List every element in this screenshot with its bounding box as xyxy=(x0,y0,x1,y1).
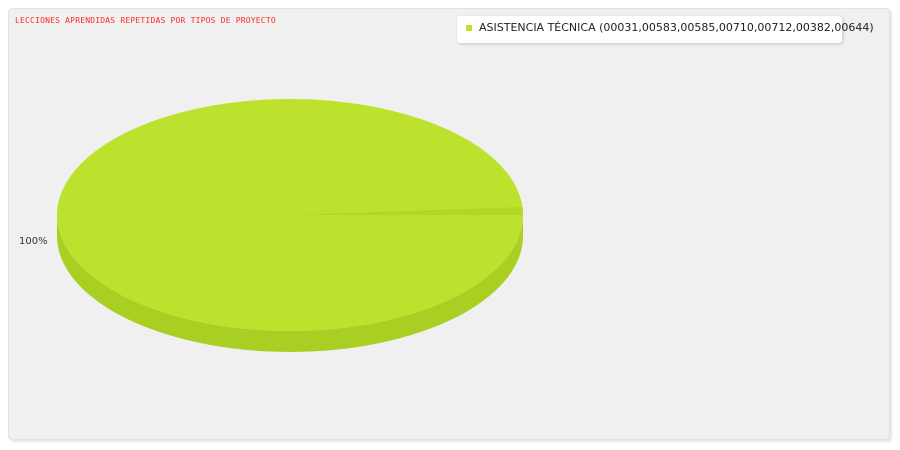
legend-item-label: ASISTENCIA TÉCNICA (00031,00583,00585,00… xyxy=(479,21,874,34)
pie-data-label: 100% xyxy=(19,236,48,247)
pie-slice-seam xyxy=(290,207,523,215)
legend-swatch xyxy=(466,25,472,31)
chart-legend: ASISTENCIA TÉCNICA (00031,00583,00585,00… xyxy=(457,16,874,43)
chart-title: LECCIONES APRENDIDAS REPETIDAS POR TIPOS… xyxy=(15,16,276,25)
pie-slice-side xyxy=(57,215,523,352)
